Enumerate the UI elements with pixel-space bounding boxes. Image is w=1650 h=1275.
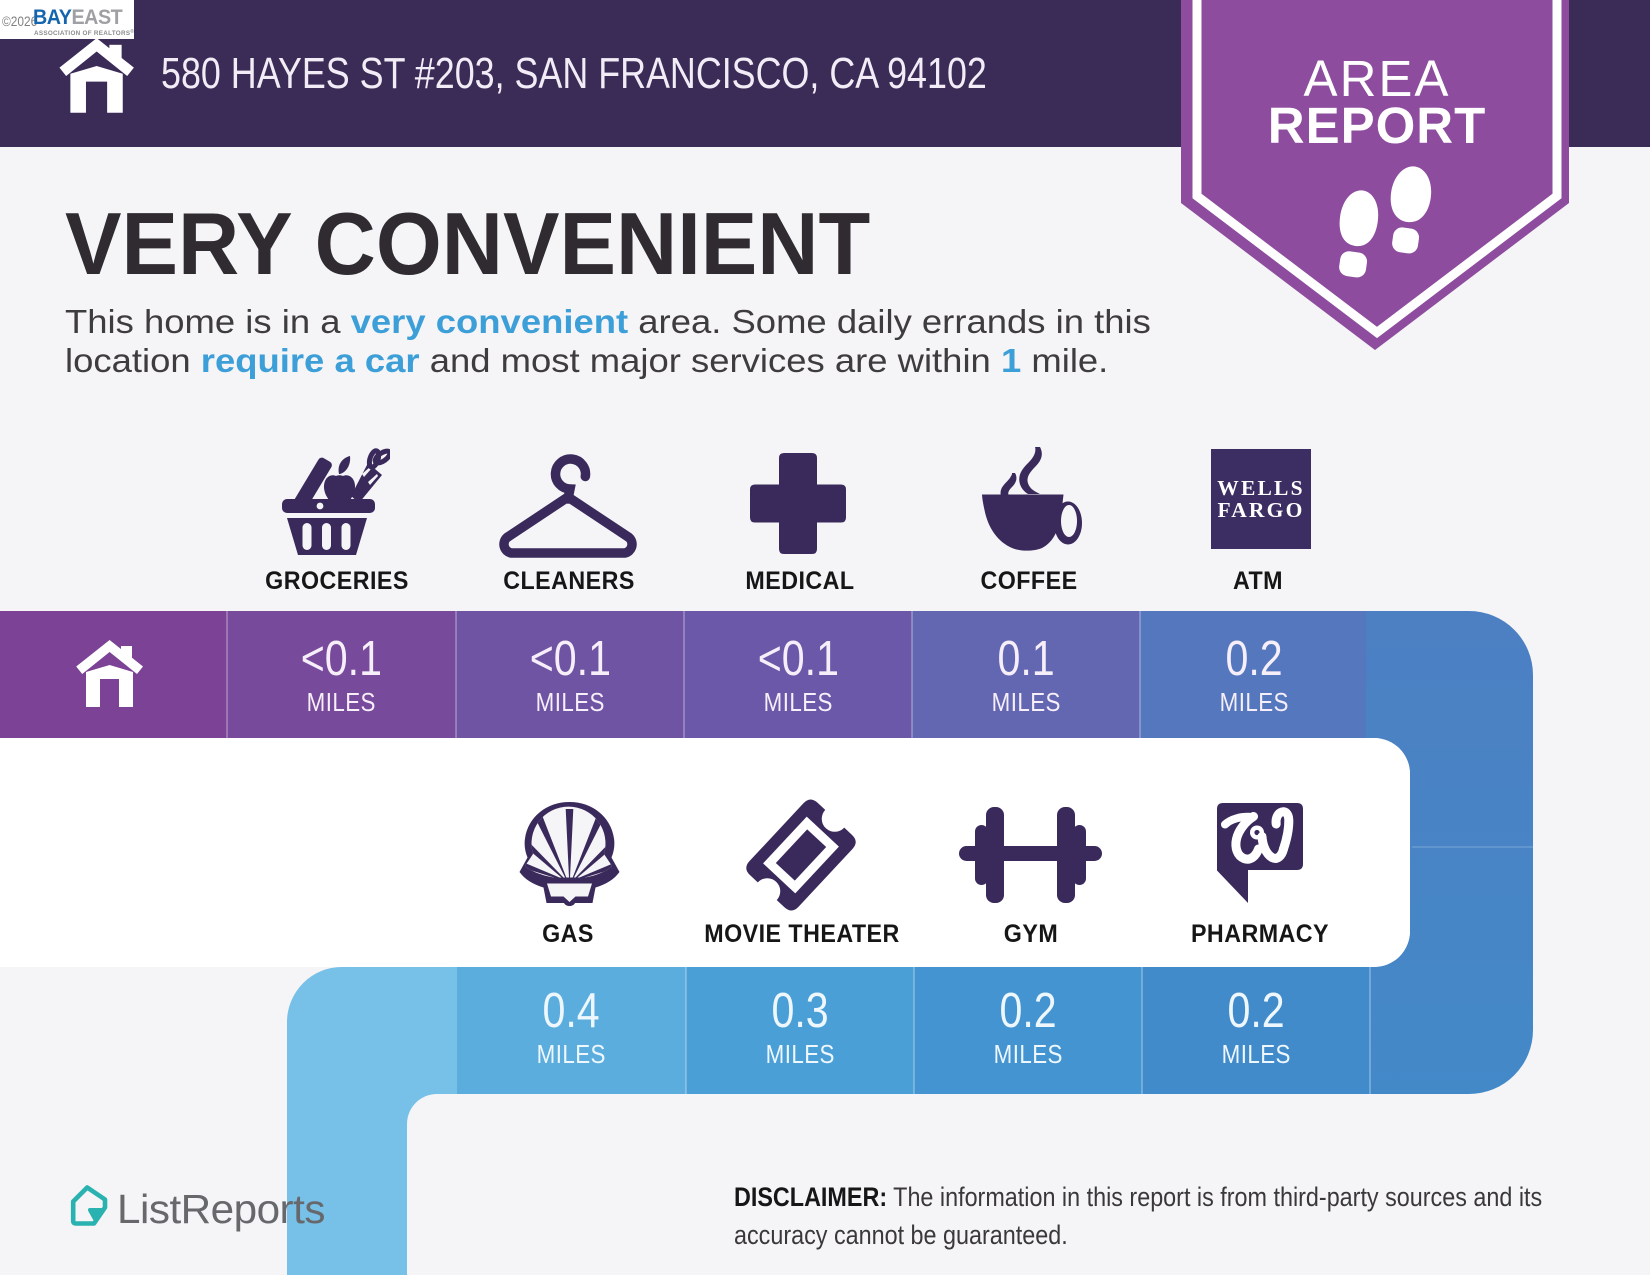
svg-text:REPORT: REPORT (1268, 97, 1487, 154)
svg-text:AREA: AREA (1304, 50, 1451, 107)
